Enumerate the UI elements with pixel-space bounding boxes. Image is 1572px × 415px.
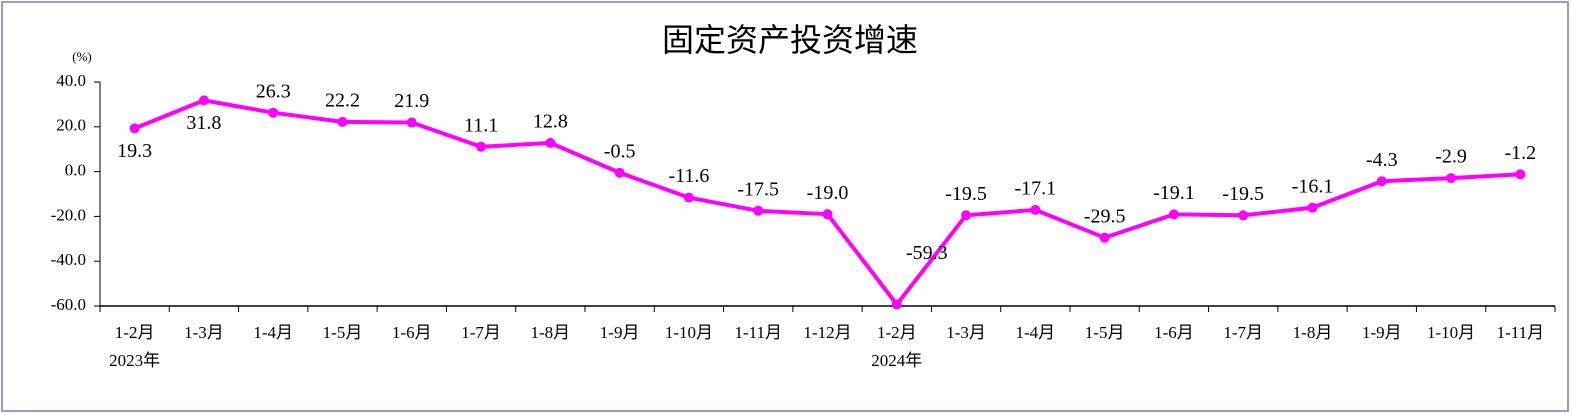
data-label: 22.2 [325,89,360,111]
data-label: 21.9 [394,90,429,112]
data-label: -19.5 [1222,183,1264,205]
y-tick-label: 0.0 [65,161,86,180]
data-label: -17.1 [1015,177,1057,199]
y-tick-label: -20.0 [51,205,86,224]
year-label: 2023年 [109,351,160,370]
marker [406,117,417,128]
x-tick-label: 1-11月 [734,323,782,342]
data-label: -29.5 [1084,205,1126,227]
x-tick-label: 1-9月 [1362,323,1402,342]
marker [1168,209,1179,220]
data-label: -4.3 [1366,149,1398,171]
y-tick-label: -60.0 [51,295,86,314]
marker [891,299,902,310]
chart-title: 固定资产投资增速 [662,21,918,59]
x-tick-label: 1-4月 [253,323,293,342]
data-label: -0.5 [604,140,636,162]
marker [1030,204,1041,215]
x-tick-label: 1-6月 [392,323,432,342]
y-tick-label: -40.0 [51,250,86,269]
data-label: -59.3 [906,242,948,264]
x-tick-label: 1-10月 [665,323,713,342]
marker [545,137,556,148]
data-label: 26.3 [256,80,291,102]
marker [1376,176,1387,187]
marker [961,210,972,221]
x-tick-label: 1-2月 [877,323,917,342]
y-unit: (%) [72,49,92,64]
y-tick-label: 40.0 [56,71,86,90]
marker [753,205,764,216]
marker [683,192,694,203]
x-tick-label: 1-10月 [1427,323,1475,342]
x-tick-label: 1-2月 [115,323,155,342]
x-tick-label: 1-3月 [184,323,224,342]
marker [198,95,209,106]
data-label: -16.1 [1292,175,1334,197]
marker [476,141,487,152]
x-tick-label: 1-6月 [1154,323,1194,342]
x-tick-label: 1-3月 [946,323,986,342]
x-tick-label: 1-5月 [1085,323,1125,342]
data-label: 19.3 [117,140,152,162]
x-tick-label: 1-9月 [600,323,640,342]
data-label: 31.8 [186,112,221,134]
data-label: -19.1 [1153,182,1195,204]
x-tick-label: 1-12月 [803,323,851,342]
x-tick-label: 1-11月 [1497,323,1545,342]
data-label: 12.8 [533,111,568,133]
marker [1099,232,1110,243]
x-tick-label: 1-7月 [1223,323,1263,342]
x-tick-label: 1-8月 [531,323,571,342]
year-label: 2024年 [871,351,922,370]
data-label: -19.0 [807,182,849,204]
marker [268,107,279,118]
data-label: -1.2 [1505,142,1537,164]
x-tick-label: 1-8月 [1293,323,1333,342]
y-tick-label: 20.0 [56,116,86,135]
marker [1307,202,1318,213]
marker [1238,210,1249,221]
x-tick-label: 1-7月 [461,323,501,342]
marker [614,167,625,178]
x-tick-label: 1-4月 [1016,323,1056,342]
marker [337,116,348,127]
data-label: -2.9 [1435,146,1467,168]
data-label: -17.5 [737,178,779,200]
data-label: -11.6 [668,165,709,187]
marker [1515,169,1526,180]
marker [1446,173,1457,184]
data-label: 11.1 [464,114,498,136]
x-tick-label: 1-5月 [323,323,363,342]
marker [129,123,140,134]
data-label: -19.5 [945,183,987,205]
marker [822,209,833,220]
